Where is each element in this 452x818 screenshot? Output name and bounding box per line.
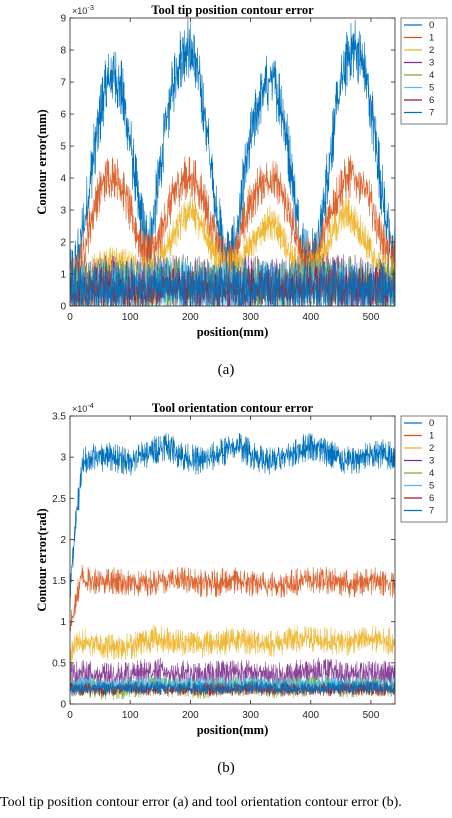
- y-multiplier-exp: -3: [87, 3, 94, 12]
- y-multiplier-base: ×10: [72, 6, 87, 16]
- x-tick-label: 0: [67, 710, 73, 721]
- legend-label-1: 1: [429, 33, 434, 44]
- x-tick-label: 0: [67, 312, 73, 323]
- y-multiplier-label: ×10-3: [72, 3, 94, 16]
- y-tick-label: 5: [60, 142, 66, 153]
- series-line-5: [70, 675, 395, 693]
- y-tick-label: 7: [60, 78, 66, 89]
- axes-box: [69, 17, 396, 307]
- legend-label-7: 7: [429, 108, 434, 119]
- y-tick-label: 2.5: [52, 494, 66, 505]
- x-axis-label: position(mm): [197, 325, 269, 339]
- y-tick-label: 9: [60, 14, 66, 25]
- chart-title: Tool tip position contour error: [151, 3, 314, 17]
- y-tick-label: 6: [60, 110, 66, 121]
- x-tick-label: 400: [302, 710, 319, 721]
- y-tick-label: 1.5: [52, 576, 66, 587]
- series-group: [70, 18, 395, 306]
- figure-caption-text: Tool tip position contour error (a) and …: [0, 795, 402, 810]
- figure-footer: Tool tip position contour error (a) and …: [0, 795, 402, 810]
- legend-label-4: 4: [429, 468, 434, 479]
- series-line-2: [70, 625, 395, 667]
- axes-box: [69, 415, 396, 705]
- legend-label-7: 7: [429, 506, 434, 517]
- y-tick-label: 2: [60, 238, 66, 249]
- y-tick-label: 4: [60, 174, 66, 185]
- x-axis-label: position(mm): [197, 723, 269, 737]
- legend-label-5: 5: [429, 481, 434, 492]
- y-multiplier-base: ×10: [72, 404, 87, 414]
- y-tick-label: 8: [60, 46, 66, 57]
- legend: 0 12 34 56 7: [400, 17, 448, 125]
- x-tick-label: 500: [363, 312, 380, 323]
- legend-box: [400, 415, 448, 523]
- series-line-1: [70, 564, 395, 632]
- legend-label-0: 0: [429, 418, 434, 429]
- y-tick-label: 0: [60, 302, 66, 313]
- y-tick-label: 3.5: [52, 412, 66, 423]
- subfigure-caption: (b): [217, 760, 235, 776]
- y-multiplier-exp: -4: [87, 401, 94, 410]
- y-tick-label: 2: [60, 535, 66, 546]
- legend-label-1: 1: [429, 431, 434, 442]
- x-tick-label: 300: [242, 312, 259, 323]
- y-tick-label: 0: [60, 700, 66, 711]
- legend-label-0: 0: [429, 20, 434, 31]
- legend-box: [400, 17, 448, 125]
- legend-label-3: 3: [429, 456, 434, 467]
- legend-label-2: 2: [429, 45, 434, 56]
- y-tick-label: 3: [60, 453, 66, 464]
- y-axis-label: Contour error(rad): [35, 508, 49, 611]
- series-line-7: [70, 261, 395, 306]
- legend-label-6: 6: [429, 95, 434, 106]
- y-tick-label: 0.5: [52, 658, 66, 669]
- x-tick-label: 200: [182, 312, 199, 323]
- x-tick-label: 300: [242, 710, 259, 721]
- series-group: [70, 432, 395, 701]
- x-tick-label: 400: [302, 312, 319, 323]
- y-axis-label: Contour error(mm): [35, 109, 49, 214]
- series-line-3: [70, 657, 395, 691]
- legend-label-4: 4: [429, 70, 434, 81]
- x-tick-label: 200: [182, 710, 199, 721]
- y-multiplier-label: ×10-4: [72, 401, 94, 414]
- legend-label-6: 6: [429, 493, 434, 504]
- y-tick-label: 1: [60, 270, 66, 281]
- x-tick-label: 500: [363, 710, 380, 721]
- x-tick-label: 100: [122, 312, 139, 323]
- legend-label-2: 2: [429, 443, 434, 454]
- series-line-0: [70, 432, 395, 606]
- series-line-7: [70, 680, 395, 695]
- x-tick-label: 100: [122, 710, 139, 721]
- y-tick-label: 1: [60, 617, 66, 628]
- legend-label-5: 5: [429, 83, 434, 94]
- y-tick-label: 3: [60, 206, 66, 217]
- legend: 0 12 34 56 7: [400, 415, 448, 523]
- chart-title: Tool orientation contour error: [152, 401, 314, 415]
- legend-label-3: 3: [429, 58, 434, 69]
- subfigure-caption: (a): [218, 362, 235, 378]
